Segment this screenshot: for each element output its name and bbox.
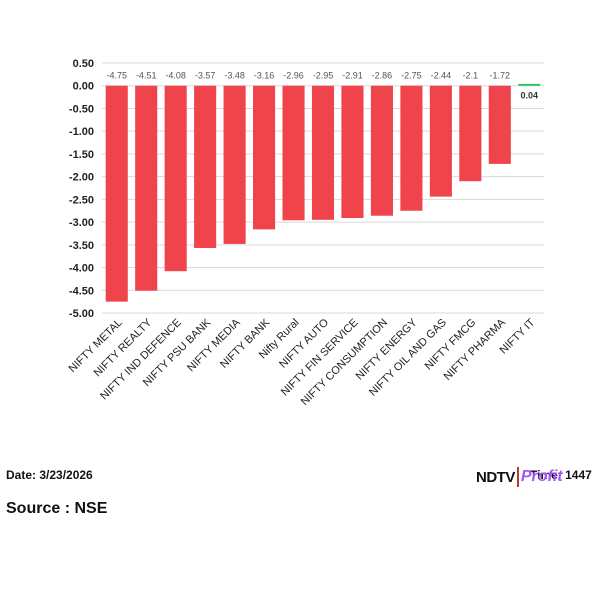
y-tick-label: -1.50 xyxy=(69,149,94,161)
bar-chart: 0.50 0.00 -0.50 -1.00 -1.50 -2.00 -2.50 -3.00 -3… xyxy=(67,58,544,408)
data-label: 0.04 xyxy=(521,91,539,101)
source-label: Source : NSE xyxy=(6,500,108,517)
y-tick-label: -4.00 xyxy=(69,263,94,275)
y-tick-label: -0.50 xyxy=(69,103,94,115)
data-label: -2.95 xyxy=(313,71,334,81)
bar xyxy=(253,85,276,230)
bar xyxy=(429,85,452,197)
y-tick-label: -3.50 xyxy=(69,240,94,252)
y-tick-label: 0.50 xyxy=(73,58,94,70)
bar xyxy=(518,83,541,86)
date-label: Date: 3/23/2026 xyxy=(6,468,93,482)
y-tick-label: 0.00 xyxy=(73,81,94,93)
bar xyxy=(459,85,482,182)
bar xyxy=(400,85,423,211)
data-label: -3.16 xyxy=(254,71,275,81)
y-tick-label: -3.00 xyxy=(69,217,94,229)
data-label: -2.96 xyxy=(283,71,304,81)
data-label: -2.86 xyxy=(372,71,393,81)
data-label: -3.48 xyxy=(224,71,245,81)
y-tick-label: -5.00 xyxy=(69,308,94,320)
y-tick-label: -2.50 xyxy=(69,194,94,206)
ndtv-profit-logo: NDTV Profit xyxy=(476,466,563,488)
data-label: -4.75 xyxy=(106,71,127,81)
data-label: -2.75 xyxy=(401,71,422,81)
logo-brand: NDTV xyxy=(476,468,515,486)
bar xyxy=(105,85,128,302)
y-tick-label: -4.50 xyxy=(69,285,94,297)
data-label: -1.72 xyxy=(490,71,511,81)
bar xyxy=(135,85,158,291)
bar xyxy=(311,85,335,220)
data-label: -4.08 xyxy=(165,71,186,81)
bar xyxy=(223,85,246,244)
data-label: -2.1 xyxy=(463,71,479,81)
logo-divider xyxy=(516,467,519,487)
y-tick-label: -1.00 xyxy=(69,126,94,138)
data-label: -4.51 xyxy=(136,71,157,81)
bar xyxy=(164,85,187,272)
bar xyxy=(341,85,364,219)
y-tick-label: -2.00 xyxy=(69,172,94,184)
data-label: -3.57 xyxy=(195,71,216,81)
data-label: -2.91 xyxy=(342,71,363,81)
time-label: Time: 1447 xyxy=(530,468,592,482)
bar xyxy=(282,85,305,221)
bar xyxy=(194,85,217,249)
data-label: -2.44 xyxy=(431,71,452,81)
logo-product: Profit xyxy=(520,468,563,485)
bar xyxy=(370,85,393,216)
bar xyxy=(488,85,511,164)
